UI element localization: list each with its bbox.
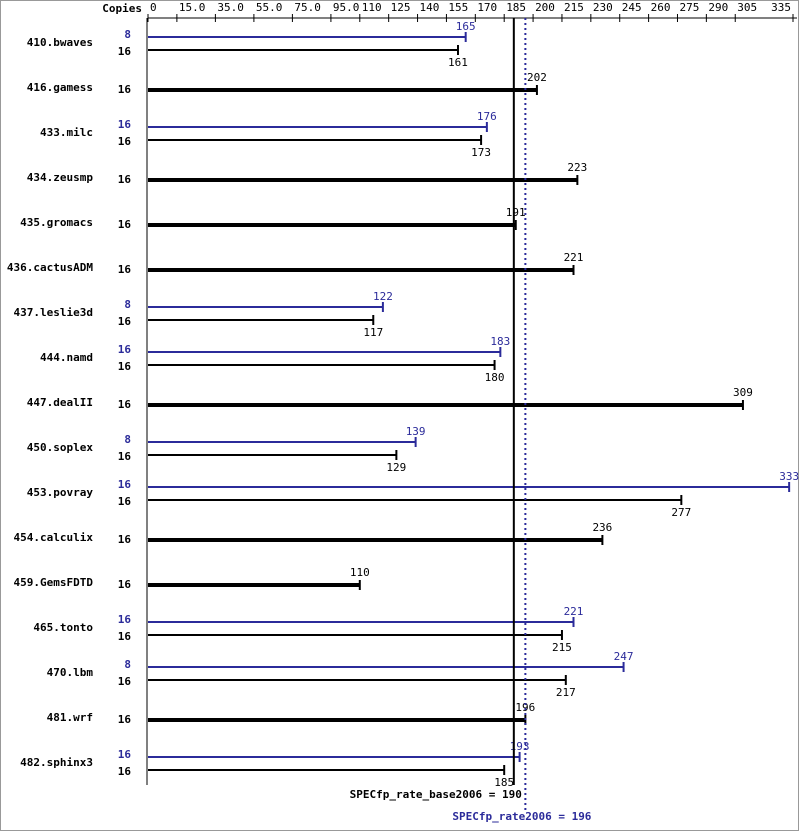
x-tick-label: 170 — [477, 1, 497, 14]
value-label: 176 — [477, 110, 497, 123]
value-label: 221 — [564, 251, 584, 264]
x-tick-label: 110 — [362, 1, 382, 14]
value-label: 236 — [592, 521, 612, 534]
value-label: 277 — [671, 506, 691, 519]
x-tick-label: 15.0 — [179, 1, 206, 14]
copies: 16 — [118, 450, 132, 463]
benchmark-name: 436.cactusADM — [7, 261, 93, 274]
copies: 16 — [118, 315, 132, 328]
x-tick-label: 55.0 — [256, 1, 282, 14]
copies: 16 — [118, 713, 132, 726]
copies: 16 — [118, 533, 132, 546]
value-label: 139 — [406, 425, 426, 438]
value-label: 110 — [350, 566, 370, 579]
benchmark-name: 435.gromacs — [20, 216, 93, 229]
value-label: 161 — [448, 56, 468, 69]
benchmark-name: 454.calculix — [14, 531, 94, 544]
value-label: 191 — [506, 206, 526, 219]
benchmark-name: 482.sphinx3 — [20, 756, 93, 769]
benchmark-name: 453.povray — [27, 486, 94, 499]
value-label: 196 — [515, 701, 535, 714]
copies: 16 — [118, 675, 132, 688]
benchmark-name: 465.tonto — [33, 621, 93, 634]
x-tick-label: 215 — [564, 1, 584, 14]
value-label: 122 — [373, 290, 393, 303]
benchmark-name: 416.gamess — [27, 81, 93, 94]
value-label: 173 — [471, 146, 491, 159]
benchmark-name: 444.namd — [40, 351, 93, 364]
benchmark-name: 450.soplex — [27, 441, 94, 454]
copies: 16 — [118, 343, 132, 356]
copies: 16 — [118, 478, 132, 491]
value-label: 215 — [552, 641, 572, 654]
peak-metric-label: SPECfp_rate2006 = 196 — [452, 810, 591, 823]
copies: 8 — [124, 658, 131, 671]
benchmark-name: 481.wrf — [47, 711, 93, 724]
benchmark-name: 447.dealII — [27, 396, 93, 409]
value-label: 217 — [556, 686, 576, 699]
x-tick-label: 0 — [150, 1, 157, 14]
copies: 16 — [118, 360, 132, 373]
x-tick-label: 140 — [420, 1, 440, 14]
x-tick-label: 230 — [593, 1, 613, 14]
x-tick-label: 95.0 — [333, 1, 360, 14]
copies: 16 — [118, 765, 132, 778]
copies: 8 — [124, 298, 131, 311]
copies: 16 — [118, 173, 132, 186]
x-tick-label: 290 — [708, 1, 728, 14]
copies: 16 — [118, 83, 132, 96]
value-label: 333 — [779, 470, 799, 483]
x-tick-label: 35.0 — [217, 1, 244, 14]
x-tick-label: 155 — [448, 1, 468, 14]
copies: 16 — [118, 578, 132, 591]
value-label: 202 — [527, 71, 547, 84]
copies: 16 — [118, 135, 132, 148]
x-tick-label: 260 — [651, 1, 671, 14]
benchmark-name: 437.leslie3d — [14, 306, 93, 319]
x-tick-label: 245 — [622, 1, 642, 14]
base-metric-label: SPECfp_rate_base2006 = 190 — [350, 788, 522, 801]
copies: 16 — [118, 45, 132, 58]
value-label: 165 — [456, 20, 476, 33]
value-label: 309 — [733, 386, 753, 399]
copies: 16 — [118, 263, 132, 276]
x-tick-label: 125 — [391, 1, 411, 14]
copies: 16 — [118, 613, 132, 626]
copies: 16 — [118, 495, 132, 508]
value-label: 183 — [490, 335, 510, 348]
value-label: 193 — [510, 740, 530, 753]
value-label: 180 — [485, 371, 505, 384]
x-tick-label: 200 — [535, 1, 555, 14]
benchmark-name: 434.zeusmp — [27, 171, 94, 184]
x-tick-label: 75.0 — [294, 1, 321, 14]
copies: 16 — [118, 630, 132, 643]
copies: 8 — [124, 433, 131, 446]
value-label: 223 — [567, 161, 587, 174]
copies: 16 — [118, 118, 132, 131]
copies: 16 — [118, 748, 132, 761]
benchmark-name: 459.GemsFDTD — [14, 576, 94, 589]
benchmark-name: 410.bwaves — [27, 36, 93, 49]
copies: 16 — [118, 398, 132, 411]
copies-header: Copies — [102, 2, 142, 15]
value-label: 221 — [564, 605, 584, 618]
x-tick-label: 335 — [771, 1, 791, 14]
x-tick-label: 305 — [737, 1, 757, 14]
value-label: 117 — [363, 326, 383, 339]
copies: 8 — [124, 28, 131, 41]
benchmark-name: 470.lbm — [47, 666, 94, 679]
copies: 16 — [118, 218, 132, 231]
value-label: 247 — [614, 650, 634, 663]
value-label: 185 — [494, 776, 514, 789]
x-tick-label: 185 — [506, 1, 526, 14]
x-tick-label: 275 — [679, 1, 699, 14]
benchmark-name: 433.milc — [40, 126, 93, 139]
value-label: 129 — [386, 461, 406, 474]
